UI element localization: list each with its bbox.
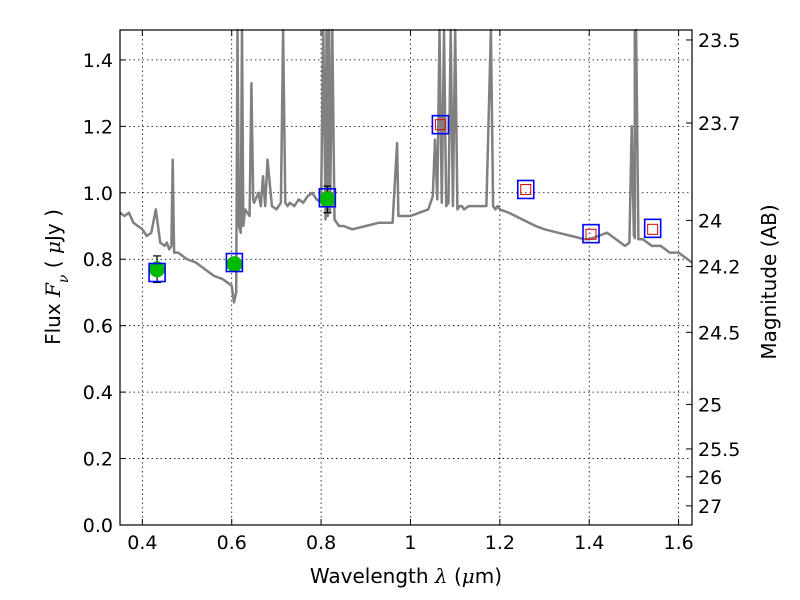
y2-tick-label: 23.5 — [698, 30, 740, 52]
model-point — [318, 187, 337, 208]
plot-frame — [119, 29, 693, 526]
y2-tick-label: 27 — [698, 496, 722, 518]
limit-point — [434, 119, 446, 131]
model-point — [516, 179, 535, 200]
y-tick-label: 0.8 — [83, 249, 113, 271]
y2-tick-label: 24 — [698, 210, 722, 232]
observed-point — [226, 256, 243, 273]
limit-point — [647, 223, 659, 235]
y-tick-label: 1.0 — [83, 183, 113, 205]
model-point — [582, 223, 600, 244]
y-tick-label: 1.2 — [83, 116, 113, 138]
x-tick-label: 0.8 — [306, 532, 336, 554]
model-point — [225, 252, 244, 273]
x-tick-label: 0.4 — [127, 532, 157, 554]
x-tick-label: 1 — [404, 532, 416, 554]
x-axis-label: Wavelength λ (μm) — [310, 564, 502, 588]
y-tick-label: 1.4 — [83, 50, 113, 72]
y2-tick-label: 26 — [698, 467, 722, 489]
x-tick-label: 1.6 — [663, 532, 693, 554]
model-point — [148, 262, 166, 283]
model-point — [643, 218, 662, 239]
grid — [120, 30, 692, 526]
model-point — [431, 114, 450, 135]
x-tick-label: 1.2 — [485, 532, 515, 554]
y2-axis-label: Magnitude (AB) — [757, 204, 781, 359]
y2-tick-label: 24.2 — [698, 257, 740, 279]
y-tick-label: 0.0 — [83, 515, 113, 537]
y2-tick-label: 24.5 — [698, 322, 740, 344]
y2-tick-label: 23.7 — [698, 113, 740, 135]
limit-point — [520, 183, 532, 195]
y-tick-label: 0.2 — [83, 449, 113, 471]
observed-point — [149, 261, 166, 278]
y-axis-label: Flux Fν ( μJy ) — [41, 209, 72, 345]
x-tick-label: 0.6 — [217, 532, 247, 554]
y2-tick-label: 25.5 — [698, 439, 740, 461]
y-tick-label: 0.4 — [83, 382, 113, 404]
y-tick-label: 0.6 — [83, 316, 113, 338]
spectrum-line — [119, 28, 693, 304]
limit-point — [585, 228, 597, 240]
y2-tick-label: 25 — [698, 394, 722, 416]
observed-point — [319, 191, 336, 208]
x-tick-label: 1.4 — [574, 532, 604, 554]
markers — [148, 114, 662, 283]
ticks: 0.4 0.6 0.8 1 1.2 1.4 1.6 0.0 0.2 0.4 0.6 0.8 1.0 1.2… — [83, 30, 741, 554]
